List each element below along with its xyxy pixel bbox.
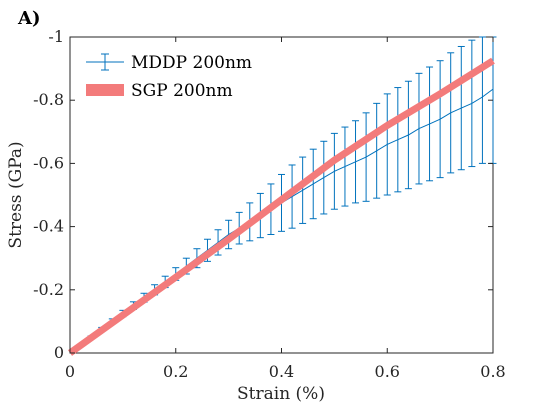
panel-label: A) [17,8,40,29]
x-tick-label: 0.2 [163,362,188,381]
legend-label-mddp: MDDP 200nm [131,53,252,73]
y-tick-label: -0.6 [33,153,64,172]
x-tick-label: 0 [65,362,75,381]
y-tick-label: -0.2 [33,280,64,299]
legend-swatch-sgp [86,84,124,96]
series-line-sgp [67,57,495,356]
x-tick-label: 0.4 [269,362,294,381]
x-tick-label: 0.8 [480,362,505,381]
x-axis-label: Strain (%) [237,384,325,404]
legend-swatch-mddp [86,53,124,71]
x-axis-ticks: 0 0.2 0.4 0.6 0.8 [65,37,506,381]
errorbar [478,36,486,164]
x-tick-label: 0.6 [375,362,400,381]
legend: MDDP 200nm SGP 200nm [86,53,252,101]
y-axis-ticks: 0 -0.2 -0.4 -0.6 -0.8 -1 [33,27,493,362]
y-tick-label: -0.4 [33,217,64,236]
legend-label-sgp: SGP 200nm [131,81,233,101]
y-tick-label: 0 [54,343,64,362]
y-axis-label: Stress (GPa) [6,141,26,248]
y-tick-label: -1 [48,27,64,46]
y-tick-label: -0.8 [33,90,64,109]
